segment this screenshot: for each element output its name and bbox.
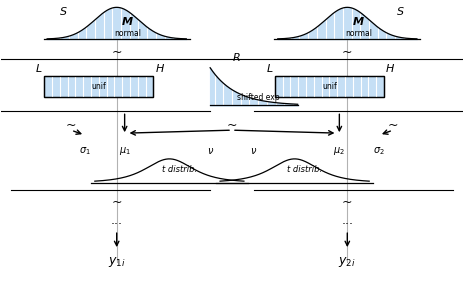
- Text: $y_{1i}$: $y_{1i}$: [107, 255, 125, 269]
- Text: ...: ...: [111, 214, 122, 227]
- Text: ~: ~: [341, 196, 352, 209]
- Text: $\nu$: $\nu$: [250, 146, 257, 156]
- Text: ~: ~: [66, 119, 76, 132]
- Text: normal: normal: [114, 29, 141, 38]
- Text: unif: unif: [321, 82, 336, 91]
- Bar: [44, 76, 153, 98]
- Text: $\nu$: $\nu$: [206, 146, 213, 156]
- Text: H: H: [155, 64, 163, 74]
- Text: $\mu_2$: $\mu_2$: [333, 145, 344, 157]
- Text: S: S: [396, 7, 403, 17]
- Bar: [44, 76, 153, 98]
- Text: R: R: [232, 53, 240, 63]
- Text: ~: ~: [387, 119, 397, 132]
- Text: normal: normal: [344, 29, 371, 38]
- Text: L: L: [36, 64, 42, 74]
- Text: ~: ~: [341, 45, 352, 58]
- Text: L: L: [266, 64, 272, 74]
- Text: $\sigma_1$: $\sigma_1$: [79, 145, 91, 157]
- Text: $\sigma_2$: $\sigma_2$: [372, 145, 384, 157]
- Text: M: M: [352, 17, 363, 27]
- Text: $\mu_1$: $\mu_1$: [119, 145, 130, 157]
- Text: t distrib.: t distrib.: [162, 165, 196, 174]
- Text: H: H: [385, 64, 394, 74]
- Text: $y_{2i}$: $y_{2i}$: [338, 255, 356, 269]
- Text: ~: ~: [111, 196, 122, 209]
- Text: S: S: [60, 7, 67, 17]
- Text: ~: ~: [226, 119, 237, 132]
- Text: shifted exp: shifted exp: [237, 93, 279, 102]
- Text: unif: unif: [91, 82, 106, 91]
- Text: t distrib.: t distrib.: [287, 165, 321, 174]
- Bar: [274, 76, 383, 98]
- Text: ~: ~: [111, 45, 122, 58]
- Text: ...: ...: [341, 214, 352, 227]
- Text: M: M: [122, 17, 133, 27]
- Bar: [274, 76, 383, 98]
